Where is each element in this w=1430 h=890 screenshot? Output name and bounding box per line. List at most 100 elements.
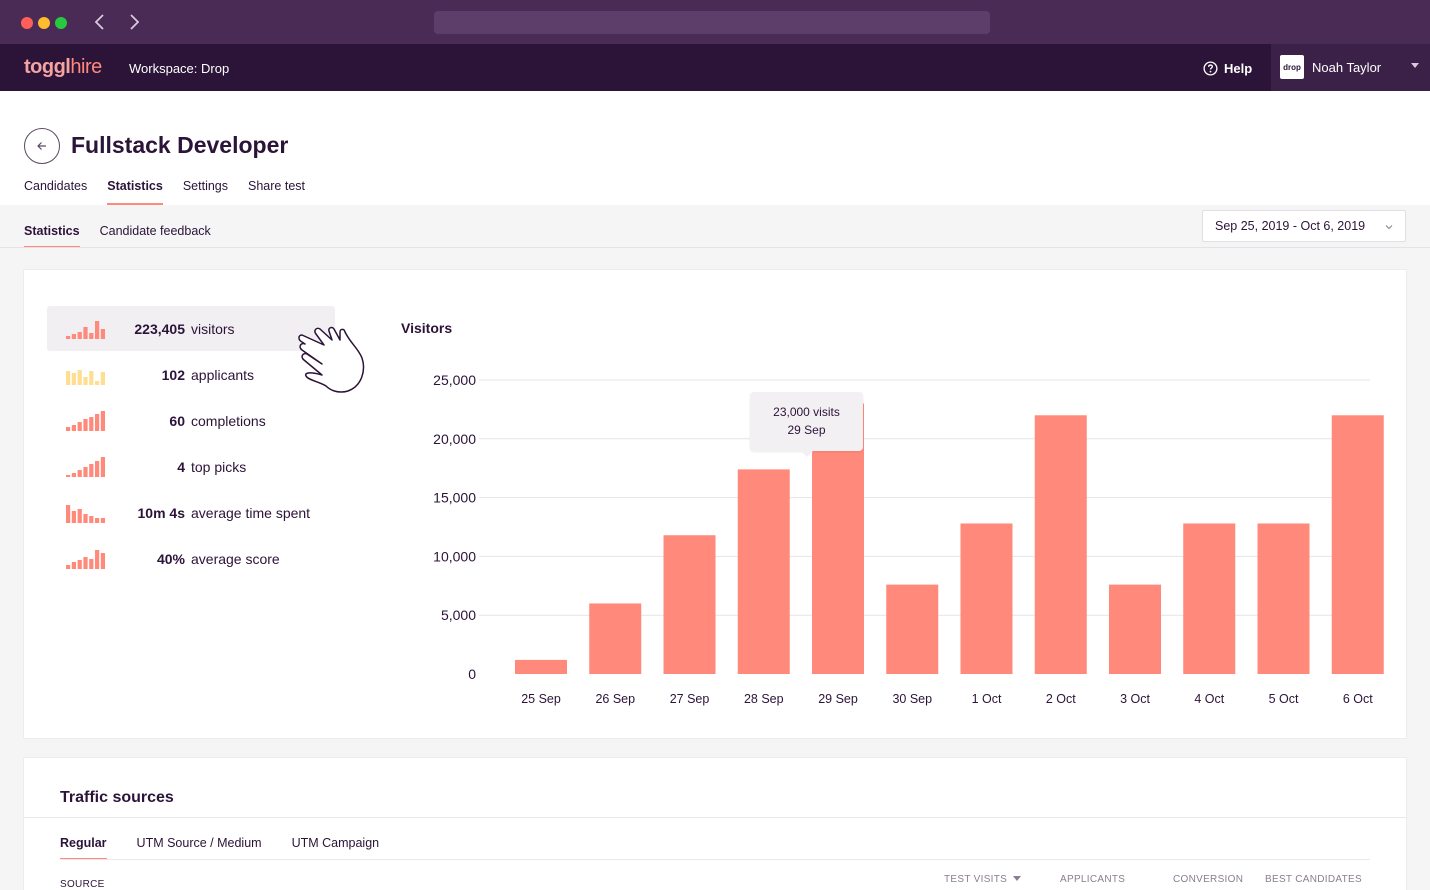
tooltip-value: 23,000 visits <box>773 405 840 419</box>
chevron-down-icon <box>1411 63 1419 68</box>
page-title: Fullstack Developer <box>71 132 289 158</box>
bar[interactable] <box>1183 523 1236 674</box>
help-icon <box>1203 60 1218 76</box>
bar[interactable] <box>1331 415 1384 674</box>
sparkline-icon <box>66 457 105 477</box>
y-tick-label: 10,000 <box>433 548 476 564</box>
bar[interactable] <box>960 523 1013 674</box>
y-tick-label: 25,000 <box>433 372 476 388</box>
divider <box>0 247 1430 248</box>
browser-forward-icon[interactable] <box>124 12 144 32</box>
tab-utm-source-medium[interactable]: UTM Source / Medium <box>136 836 262 850</box>
bar[interactable] <box>1034 415 1087 674</box>
help-button[interactable]: Help <box>1203 59 1252 77</box>
pointing-hand-icon <box>298 326 365 393</box>
tab-share-test[interactable]: Share test <box>248 179 305 193</box>
chart-tooltip: 23,000 visits 29 Sep <box>750 392 863 457</box>
stat-top-picks[interactable]: 4 top picks <box>47 444 335 489</box>
logo-bold-text: toggl <box>24 56 71 78</box>
divider <box>60 859 1370 860</box>
browser-chrome <box>0 0 1430 44</box>
stat-label: top picks <box>191 458 247 475</box>
arrow-left-icon <box>37 142 46 150</box>
stat-applicants[interactable]: 102 applicants <box>47 352 335 397</box>
stat-value: 40% <box>156 550 185 567</box>
minimize-window-button[interactable] <box>38 17 50 29</box>
subtab-statistics[interactable]: Statistics <box>24 224 80 248</box>
column-header-conversion[interactable]: CONVERSION <box>1173 874 1244 885</box>
subtab-candidate-feedback[interactable]: Candidate feedback <box>99 224 211 238</box>
stat-value: 60 <box>169 412 185 429</box>
column-label: TEST VISITS <box>944 874 1008 885</box>
bar[interactable] <box>737 469 790 674</box>
bar[interactable] <box>663 535 716 674</box>
x-tick-label: 4 Oct <box>1194 692 1224 706</box>
workspace-label[interactable]: Workspace: Drop <box>129 61 230 76</box>
stat-label: average score <box>191 550 280 567</box>
close-window-button[interactable] <box>21 17 33 29</box>
stat-visitors[interactable]: 223,405 visitors <box>47 306 335 351</box>
stat-label: completions <box>191 412 266 429</box>
tab-utm-campaign[interactable]: UTM Campaign <box>291 836 380 850</box>
stat-value: 10m 4s <box>137 504 185 521</box>
user-menu[interactable]: drop Noah Taylor <box>1271 44 1430 91</box>
bar[interactable] <box>886 584 939 674</box>
visitors-bar-chart: 0 5,000 10,000 15,000 20,000 25,000 25 Sep 26 S… <box>433 372 1384 706</box>
divider <box>24 817 1406 818</box>
chevron-down-icon <box>1385 225 1393 230</box>
x-tick-label: 30 Sep <box>892 692 932 706</box>
x-tick-label: 29 Sep <box>818 692 858 706</box>
date-range-value: Sep 25, 2019 - Oct 6, 2019 <box>1215 219 1366 233</box>
bar[interactable] <box>589 603 642 674</box>
x-tick-label: 5 Oct <box>1269 692 1299 706</box>
sparkline-icon <box>66 321 105 339</box>
logo-light-text: hire <box>70 56 102 78</box>
toggl-hire-logo[interactable]: togglhire <box>24 56 102 78</box>
column-header-test-visits[interactable]: TEST VISITS <box>944 874 1022 885</box>
page-header: Fullstack Developer Candidates Statistic… <box>0 91 1430 205</box>
x-tick-label: 25 Sep <box>521 692 561 706</box>
tab-statistics[interactable]: Statistics <box>107 179 163 205</box>
stat-label: visitors <box>191 320 235 337</box>
x-tick-label: 1 Oct <box>972 692 1002 706</box>
address-bar[interactable] <box>434 11 990 34</box>
stat-completions[interactable]: 60 completions <box>47 398 335 443</box>
x-tick-label: 2 Oct <box>1046 692 1076 706</box>
sparkline-icon <box>66 505 105 523</box>
sort-down-icon <box>1013 876 1022 881</box>
section-title: Traffic sources <box>60 789 174 806</box>
y-tick-label: 20,000 <box>433 431 476 447</box>
date-range-picker[interactable]: Sep 25, 2019 - Oct 6, 2019 <box>1202 210 1406 242</box>
back-button[interactable] <box>24 128 60 164</box>
column-header-source[interactable]: SOURCE <box>60 879 105 890</box>
stat-value: 4 <box>177 458 185 475</box>
column-header-applicants[interactable]: APPLICANTS <box>1060 874 1126 885</box>
tab-regular[interactable]: Regular <box>60 836 107 860</box>
bar[interactable] <box>1257 523 1310 674</box>
sub-tabs: Statistics Candidate feedback <box>24 224 231 248</box>
traffic-tabs: Regular UTM Source / Medium UTM Campaign <box>60 836 409 860</box>
y-tick-label: 15,000 <box>433 490 476 506</box>
y-tick-label: 0 <box>468 666 476 682</box>
stat-average-time[interactable]: 10m 4s average time spent <box>47 490 335 535</box>
sparkline-icon <box>66 370 105 385</box>
sparkline-icon <box>66 411 105 431</box>
traffic-sources-card: Traffic sources Regular UTM Source / Med… <box>24 758 1406 890</box>
statistics-card: 223,405 visitors 102 applicants 60 compl… <box>24 270 1406 738</box>
stat-value: 102 <box>161 366 185 383</box>
stat-label: average time spent <box>191 504 311 521</box>
column-header-best-candidates[interactable]: BEST CANDIDATES <box>1265 874 1362 885</box>
tooltip-date: 29 Sep <box>787 423 826 437</box>
maximize-window-button[interactable] <box>55 17 67 29</box>
page-tabs: Candidates Statistics Settings Share tes… <box>24 179 325 205</box>
chart-title: Visitors <box>401 320 453 336</box>
help-label: Help <box>1224 60 1253 76</box>
x-tick-label: 6 Oct <box>1343 692 1373 706</box>
browser-back-icon[interactable] <box>90 12 110 32</box>
stat-average-score[interactable]: 40% average score <box>47 536 335 581</box>
bar[interactable] <box>515 659 567 674</box>
tab-candidates[interactable]: Candidates <box>24 179 88 193</box>
tab-settings[interactable]: Settings <box>182 179 229 193</box>
bar[interactable] <box>1109 584 1161 674</box>
workspace-avatar: drop <box>1280 55 1304 79</box>
